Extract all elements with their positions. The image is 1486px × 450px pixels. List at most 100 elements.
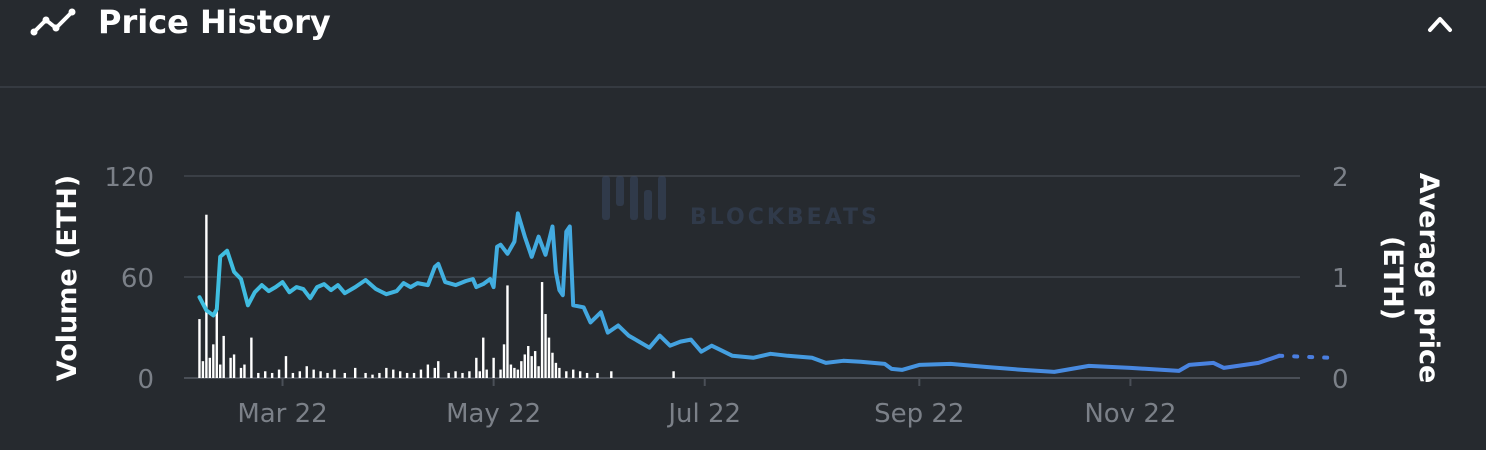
volume-bar [298, 371, 302, 378]
watermark: BLOCKBEATS [602, 176, 880, 230]
volume-bar [284, 356, 288, 378]
y-right-tick-label: 2 [1332, 163, 1349, 193]
volume-bar [291, 372, 295, 378]
volume-bar [305, 366, 308, 378]
volume-bar [468, 371, 471, 378]
volume-bar [513, 367, 516, 378]
volume-bar [250, 337, 253, 378]
volume-bar [520, 361, 523, 378]
volume-bar [343, 372, 347, 378]
volume-bar [585, 372, 589, 378]
volume-bar [270, 372, 274, 378]
volume-bar [243, 364, 246, 378]
volume-bar [419, 369, 423, 378]
volume-bar [312, 369, 315, 378]
volume-bar [208, 357, 212, 378]
volume-bar [437, 361, 440, 378]
volume-bar [610, 371, 613, 378]
x-tick-label: Mar 22 [237, 399, 327, 429]
x-tick-label: May 22 [446, 399, 541, 429]
volume-bar [482, 337, 485, 378]
price-line [197, 211, 1282, 374]
volume-bar [544, 314, 547, 378]
volume-bar [540, 282, 544, 378]
volume-bar [572, 369, 575, 378]
y-left-tick-label: 0 [137, 365, 154, 395]
volume-bar [222, 335, 225, 378]
volume-bar [326, 372, 329, 378]
volume-bar [454, 371, 457, 378]
volume-bar [257, 372, 260, 378]
volume-bar [547, 337, 551, 378]
x-axis-ticks: Mar 22 May 22 Jul 22 Sep 22 Nov 22 [237, 378, 1176, 429]
volume-bar [385, 367, 388, 378]
volume-bar [578, 371, 582, 378]
volume-bar [353, 367, 357, 378]
price-projection-line [1277, 353, 1334, 360]
volume-bar [558, 367, 561, 378]
chevron-up-icon[interactable] [1418, 4, 1462, 40]
y-right-tick-label: 1 [1332, 264, 1349, 294]
y-left-axis-label: Volume (ETH) [52, 175, 83, 381]
volume-bar [219, 364, 222, 378]
grid-lines [184, 175, 1300, 379]
x-tick-label: Jul 22 [666, 399, 741, 429]
volume-bar [412, 372, 416, 378]
volume-bar [229, 357, 232, 378]
volume-bar [201, 361, 205, 378]
y-right-axis-label-line2: (ETH) [1377, 236, 1408, 320]
volume-bar [485, 369, 488, 378]
volume-bar [277, 369, 281, 378]
x-tick-label: Nov 22 [1084, 399, 1176, 429]
volume-bar [461, 372, 464, 378]
volume-bar [492, 357, 495, 378]
volume-bar [364, 372, 367, 378]
volume-bars [198, 214, 675, 378]
x-tick-label: Sep 22 [874, 399, 964, 429]
trend-line-icon [30, 8, 76, 36]
volume-bar [398, 371, 402, 378]
volume-bar [509, 364, 513, 378]
y-right-axis-ticks: 0 1 2 [1332, 163, 1349, 395]
y-left-tick-label: 60 [121, 264, 154, 294]
volume-bar [215, 310, 218, 378]
volume-bar [232, 354, 236, 378]
volume-bar [551, 352, 554, 378]
volume-bar [239, 367, 243, 378]
volume-bar [478, 371, 481, 378]
y-left-tick-label: 120 [104, 163, 154, 193]
volume-bar [506, 285, 509, 378]
watermark-text: BLOCKBEATS [690, 205, 880, 230]
volume-bar [499, 369, 502, 378]
volume-bar [447, 372, 450, 378]
volume-bar [264, 371, 267, 378]
volume-bar [672, 371, 675, 378]
volume-bar [523, 354, 526, 378]
volume-bar [516, 369, 520, 378]
volume-bar [371, 374, 374, 378]
volume-bar [378, 372, 381, 378]
y-right-tick-label: 0 [1332, 365, 1349, 395]
volume-bar [527, 346, 530, 378]
y-left-axis-ticks: 0 60 120 [104, 163, 154, 395]
y-right-axis-label-line1: Average price [1413, 173, 1444, 384]
volume-bar [530, 356, 533, 378]
volume-bar [433, 367, 436, 378]
volume-bar [596, 372, 599, 378]
volume-bar [405, 372, 409, 378]
volume-bar [502, 344, 506, 378]
panel-header: Price History [0, 0, 1486, 88]
panel-title: Price History [98, 3, 331, 41]
volume-bar [198, 319, 201, 378]
volume-bar [319, 371, 322, 378]
volume-bar [533, 351, 537, 378]
volume-bar [205, 214, 208, 378]
volume-bar [212, 344, 215, 378]
volume-bar [554, 362, 558, 378]
volume-bar [333, 369, 336, 378]
volume-bar [426, 364, 430, 378]
volume-bar [475, 357, 478, 378]
price-volume-chart: BLOCKBEATS Mar 22 May 22 Jul 22 Sep 22 Nov 2… [52, 163, 1444, 429]
volume-bar [565, 371, 568, 378]
